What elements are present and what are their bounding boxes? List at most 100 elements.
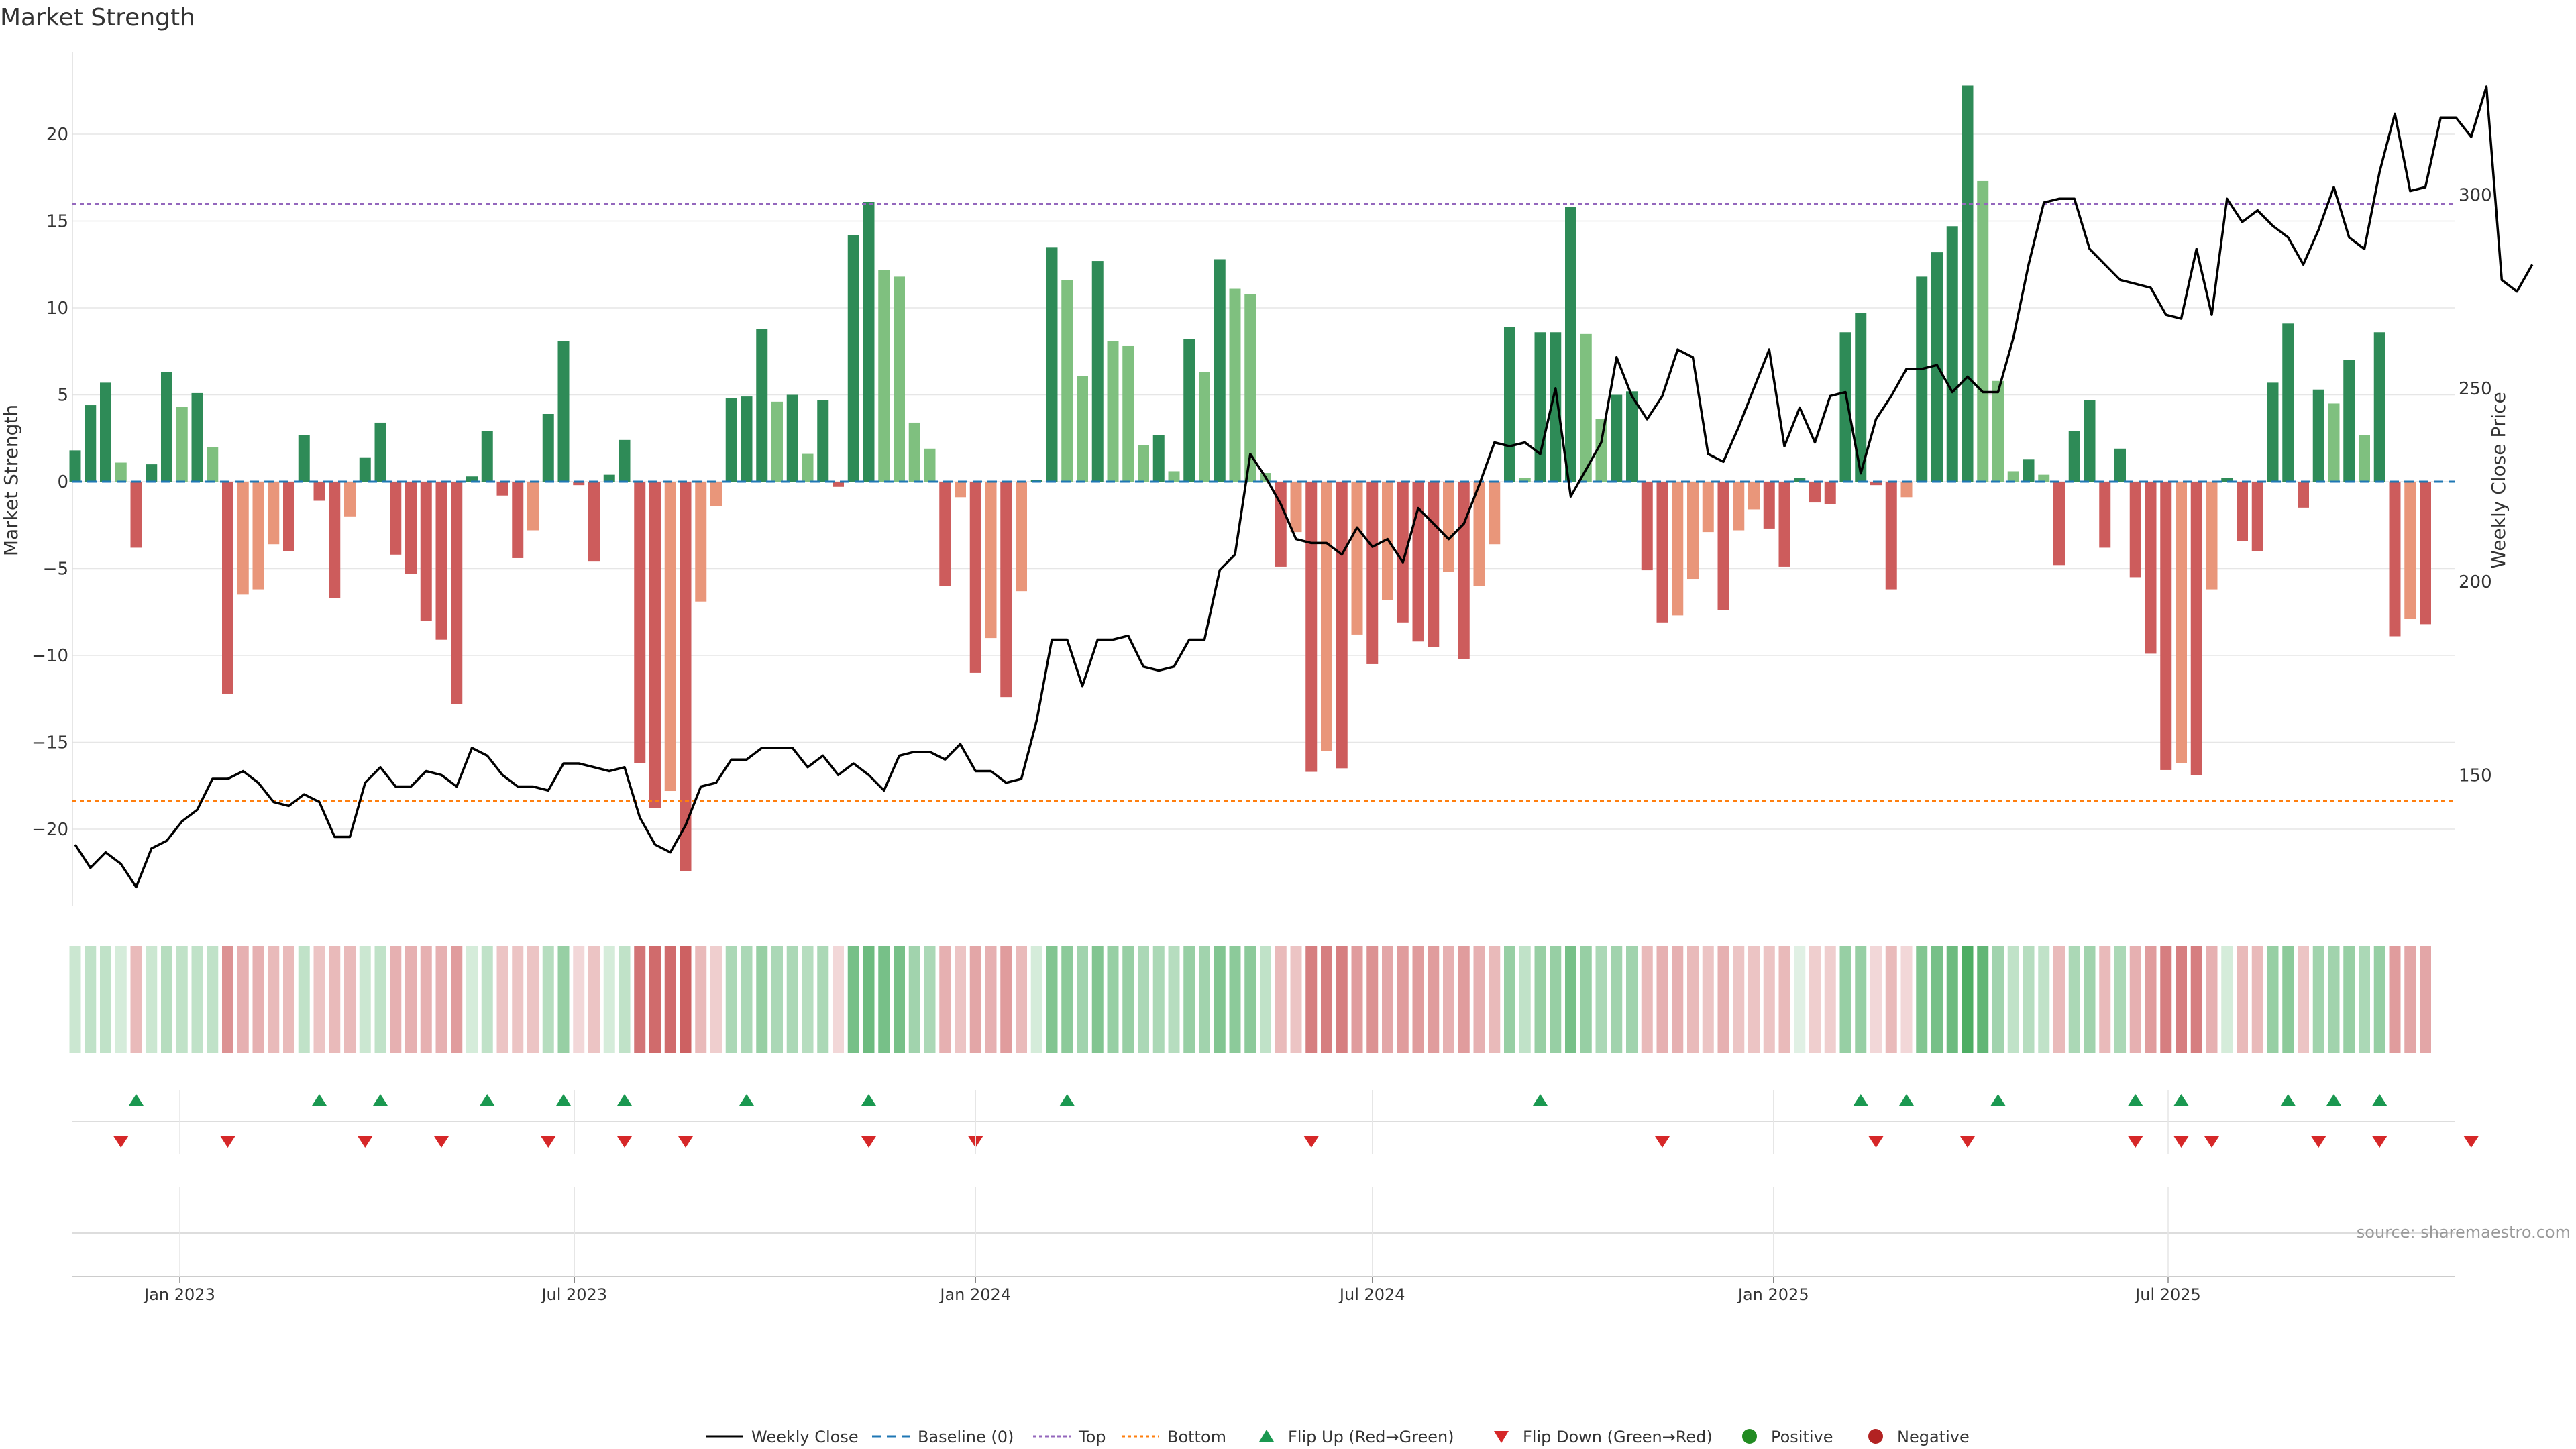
strength-bar	[878, 270, 890, 482]
strength-bar	[1091, 261, 1104, 482]
flip-markers	[72, 1094, 2479, 1234]
strength-bar	[2023, 459, 2035, 482]
x-tick-label: Jul 2023	[540, 1285, 607, 1304]
strength-bar	[542, 413, 554, 482]
strength-bar	[1565, 207, 1576, 482]
strength-bar	[1428, 482, 1440, 647]
strength-bar	[955, 482, 966, 498]
strength-bar	[1443, 482, 1454, 572]
band-cell	[1778, 946, 1790, 1053]
y-tick-label: −15	[32, 733, 68, 753]
band-cell	[878, 946, 890, 1053]
band-cell	[741, 946, 753, 1053]
band-cell	[1122, 946, 1134, 1053]
flip-down-marker	[678, 1136, 693, 1148]
band-cell	[1305, 946, 1318, 1053]
strength-bar	[207, 447, 219, 482]
strength-bar	[924, 448, 936, 482]
strength-bar	[435, 482, 447, 640]
band-cell	[2129, 946, 2141, 1053]
strength-bar	[69, 450, 81, 482]
strength-bar	[1290, 482, 1302, 533]
band-cell	[2312, 946, 2324, 1053]
strength-bar	[329, 482, 341, 598]
y-tick-label: −5	[43, 559, 68, 580]
strength-bar	[1992, 380, 2004, 482]
band-cell	[313, 946, 325, 1053]
strength-bar	[2298, 482, 2309, 508]
strength-bar	[1336, 482, 1348, 769]
band-cell	[420, 946, 432, 1053]
strength-bar	[527, 482, 539, 531]
strength-bar	[1916, 276, 1928, 482]
strength-bar	[2221, 478, 2233, 482]
band-cell	[2359, 946, 2370, 1053]
flip-down-marker	[434, 1136, 449, 1148]
strength-bar	[1550, 332, 1562, 482]
strength-bar	[2328, 403, 2340, 482]
strength-bar	[1397, 482, 1409, 623]
strength-bar	[1351, 482, 1363, 635]
strength-bar	[664, 482, 676, 792]
strength-bar	[1656, 482, 1668, 623]
strength-bar	[1641, 482, 1653, 571]
band-cell	[1611, 946, 1623, 1053]
band-cell	[1748, 946, 1760, 1053]
strength-bar	[374, 422, 386, 482]
legend-swatch	[1868, 1429, 1883, 1444]
flip-up-marker	[1899, 1094, 1914, 1106]
legend-label: Weekly Close	[751, 1428, 859, 1446]
strength-bar	[100, 382, 111, 482]
strength-bar	[771, 401, 783, 482]
y-tick-label: −20	[32, 820, 68, 840]
strength-bar	[969, 482, 981, 673]
band-cell	[1855, 946, 1867, 1053]
x-tick-label: Jan 2023	[143, 1285, 215, 1304]
x-tick-label: Jan 2024	[938, 1285, 1011, 1304]
band-cell	[1336, 946, 1348, 1053]
strength-bar	[2160, 482, 2172, 770]
strength-bar	[939, 482, 951, 586]
flip-down-marker	[358, 1136, 373, 1148]
strength-bar	[1458, 482, 1470, 659]
band-cell	[1733, 946, 1745, 1053]
strength-bar	[313, 482, 325, 501]
band-cell	[146, 946, 158, 1053]
band-cell	[1580, 946, 1592, 1053]
strength-bar	[1733, 482, 1745, 531]
strength-bar	[1977, 180, 1989, 482]
band-cell	[985, 946, 997, 1053]
strength-bar	[588, 482, 600, 562]
band-cell	[1214, 946, 1226, 1053]
band-cell	[191, 946, 203, 1053]
y2-tick-label: 150	[2459, 765, 2492, 786]
band-cell	[1641, 946, 1653, 1053]
flip-down-marker	[1303, 1136, 1319, 1148]
band-cell	[1366, 946, 1379, 1053]
flip-down-marker	[2204, 1136, 2219, 1148]
band-cell	[1931, 946, 1943, 1053]
strength-bar	[1855, 313, 1867, 482]
band-cell	[2267, 946, 2279, 1053]
band-cell	[1702, 946, 1714, 1053]
band-cell	[1900, 946, 1913, 1053]
flip-up-marker	[312, 1094, 327, 1106]
strength-bar	[1946, 226, 1958, 482]
flip-up-marker	[1853, 1094, 1868, 1106]
flip-up-marker	[373, 1094, 388, 1106]
strength-bar	[557, 341, 570, 482]
flip-down-marker	[2174, 1136, 2189, 1148]
strength-bar	[420, 482, 432, 621]
band-cell	[1138, 946, 1149, 1053]
flip-up-marker	[861, 1094, 876, 1106]
band-cell	[969, 946, 981, 1053]
band-cell	[1870, 946, 1882, 1053]
band-cell	[2084, 946, 2096, 1053]
flip-up-marker	[2280, 1094, 2296, 1106]
y2-tick-label: 250	[2459, 379, 2492, 399]
strength-bar	[1138, 445, 1149, 482]
strength-bar	[847, 235, 859, 482]
flip-up-marker	[739, 1094, 754, 1106]
flip-down-marker	[220, 1136, 235, 1148]
